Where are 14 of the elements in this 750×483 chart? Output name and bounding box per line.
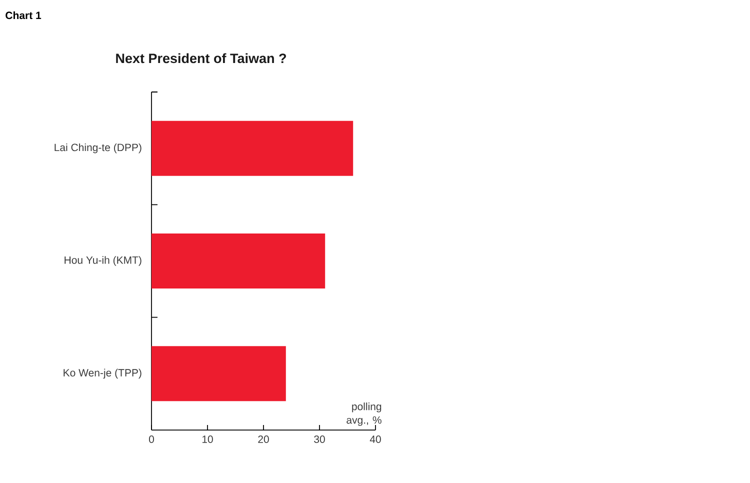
bar: [152, 346, 286, 402]
x-tick-label: 30: [314, 436, 325, 443]
y-tick-label: Ko Wen-je (TPP): [64, 368, 142, 379]
bar: [152, 120, 354, 176]
x-tick-label: 10: [202, 436, 213, 443]
y-tick-label: Lai Ching-te (DPP): [54, 143, 142, 154]
x-axis-title: polling avg., %: [346, 402, 382, 426]
bar: [152, 234, 326, 289]
x-tick-label: 40: [370, 436, 381, 443]
x-tick-label: 0: [148, 436, 154, 443]
caption: Chart 1: [6, 11, 42, 20]
y-tick-label: Hou Yu-ih (KMT): [64, 256, 142, 266]
chart-title: Next President of Taiwan ?: [116, 53, 286, 64]
x-tick-label: 20: [258, 436, 269, 443]
